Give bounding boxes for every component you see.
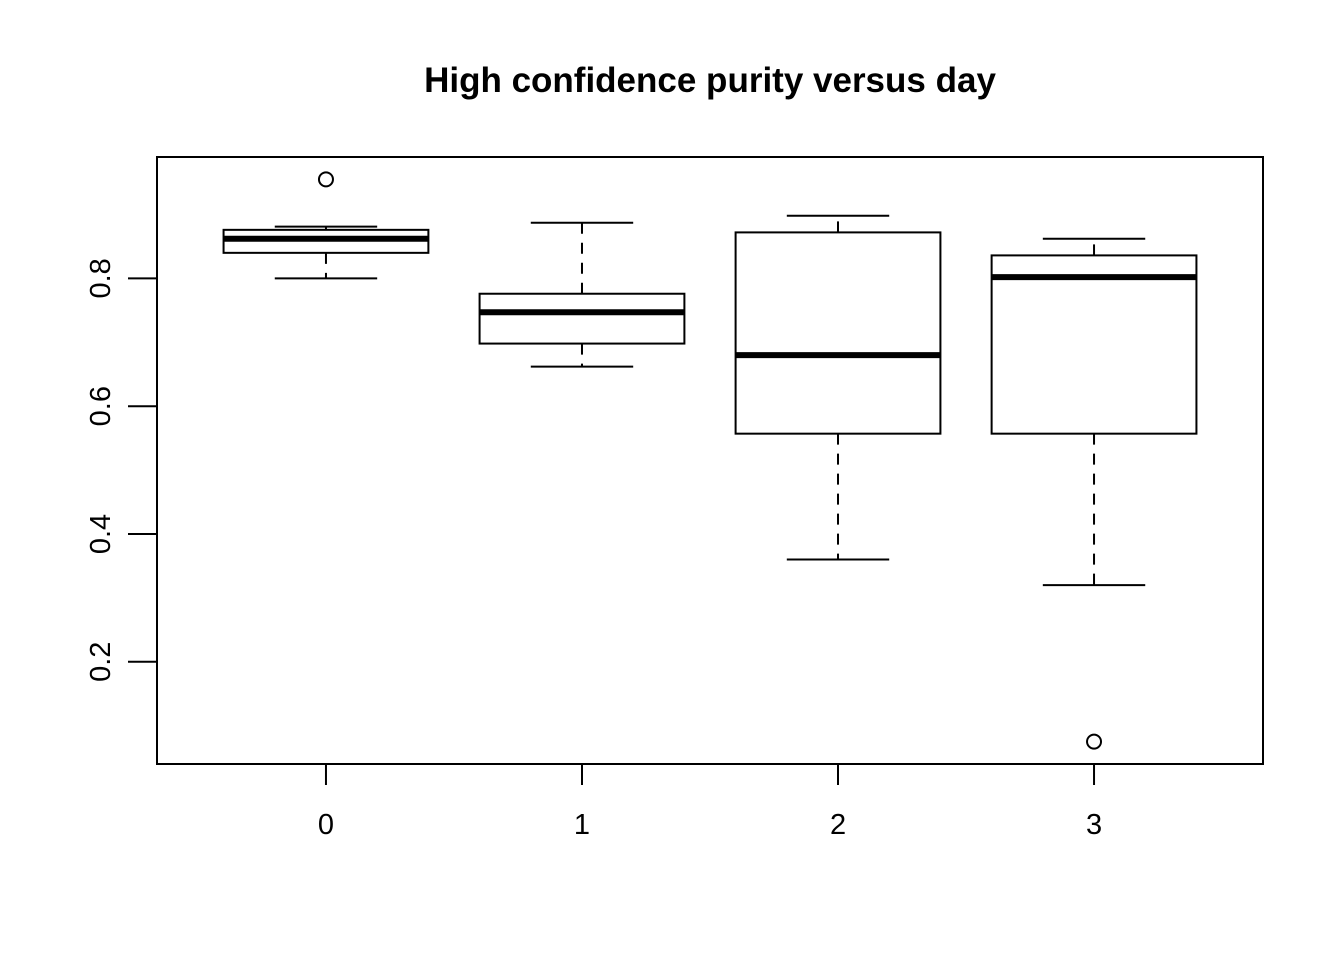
x-tick-label: 2 (830, 809, 846, 841)
box-iqr (734, 231, 942, 435)
x-tick-label: 0 (318, 809, 334, 841)
x-tick-label: 1 (574, 809, 590, 841)
y-tick-label: 0.8 (85, 258, 117, 298)
outlier-point (1086, 733, 1103, 750)
x-tick-label: 3 (1086, 809, 1102, 841)
box-iqr (478, 292, 686, 345)
chart-title: High confidence purity versus day (424, 61, 996, 100)
y-tick-label: 0.6 (85, 386, 117, 426)
outlier-point (317, 171, 334, 188)
plot-frame (156, 156, 1264, 765)
plot-area: 0.2 0.4 0.6 0.8 0 1 2 3 (85, 156, 1264, 841)
y-tick-label: 0.4 (85, 514, 117, 554)
y-tick-label: 0.2 (85, 642, 117, 682)
box-iqr (990, 254, 1198, 435)
